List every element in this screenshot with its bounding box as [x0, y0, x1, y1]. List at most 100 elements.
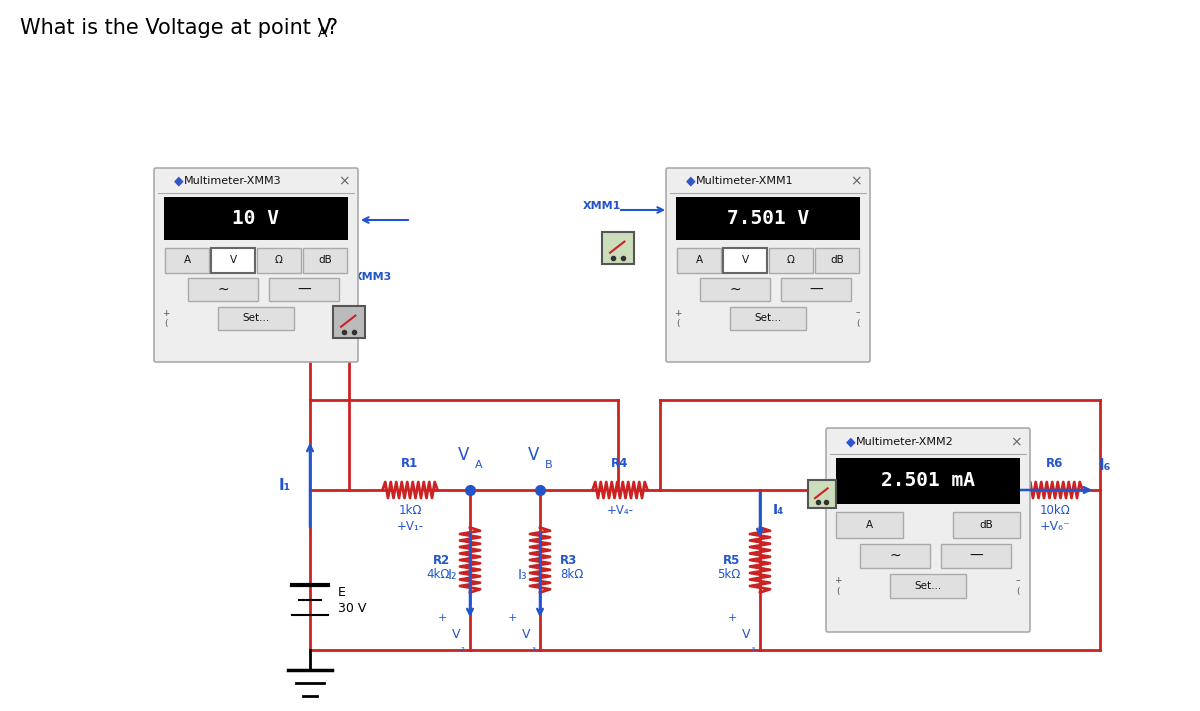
- Text: ?: ?: [326, 18, 337, 38]
- Text: Set...: Set...: [242, 314, 270, 324]
- FancyBboxPatch shape: [154, 168, 358, 362]
- Text: V: V: [742, 255, 749, 265]
- Text: XMM1: XMM1: [583, 201, 622, 211]
- FancyBboxPatch shape: [666, 168, 870, 362]
- Text: E: E: [338, 585, 346, 599]
- Text: —: —: [296, 283, 311, 296]
- Text: +
(: + (: [834, 577, 841, 596]
- Text: A: A: [184, 255, 191, 265]
- Bar: [808, 480, 836, 508]
- Text: +
(: + (: [674, 309, 682, 328]
- Text: 2.501 mA: 2.501 mA: [881, 471, 974, 491]
- Text: V: V: [528, 446, 540, 464]
- Text: ~: ~: [730, 283, 740, 296]
- Text: XMM3: XMM3: [354, 272, 392, 282]
- Bar: [188, 278, 258, 301]
- Text: 1kΩ: 1kΩ: [398, 504, 421, 517]
- Text: A: A: [475, 460, 482, 470]
- Bar: [953, 512, 1020, 538]
- Text: +: +: [508, 613, 517, 623]
- Bar: [218, 307, 294, 330]
- Text: ×: ×: [850, 174, 862, 188]
- Text: 10 V: 10 V: [233, 209, 280, 228]
- Text: A: A: [318, 26, 328, 40]
- Text: V: V: [229, 255, 236, 265]
- Text: ◆: ◆: [846, 436, 856, 449]
- Text: ₂: ₂: [461, 643, 464, 653]
- Text: I₁: I₁: [278, 478, 292, 493]
- Text: +V₄-: +V₄-: [606, 504, 634, 517]
- Text: B: B: [545, 460, 553, 470]
- Text: ◆: ◆: [686, 175, 696, 188]
- Text: What is the Voltage at point V: What is the Voltage at point V: [20, 18, 331, 38]
- Text: 5kΩ: 5kΩ: [716, 569, 740, 582]
- Bar: [781, 278, 851, 301]
- Bar: [860, 544, 930, 568]
- Text: +V₁-: +V₁-: [396, 520, 424, 533]
- Text: ₅: ₅: [751, 643, 755, 653]
- Text: dB: dB: [318, 255, 332, 265]
- Text: —: —: [968, 549, 983, 563]
- Bar: [302, 248, 347, 272]
- Bar: [815, 248, 859, 272]
- Text: 7.501 V: 7.501 V: [727, 209, 809, 228]
- Text: –
(: – (: [343, 309, 348, 328]
- Text: Ω: Ω: [275, 255, 283, 265]
- Text: Multimeter-XMM3: Multimeter-XMM3: [184, 176, 282, 186]
- Text: ×: ×: [338, 174, 350, 188]
- Bar: [890, 574, 966, 598]
- Text: ◆: ◆: [174, 175, 184, 188]
- Bar: [211, 248, 256, 272]
- Text: ~: ~: [217, 283, 229, 296]
- Text: Multimeter-XMM2: Multimeter-XMM2: [856, 437, 954, 447]
- Bar: [166, 248, 209, 272]
- Text: R2: R2: [433, 553, 450, 567]
- Text: —: —: [809, 283, 823, 296]
- Text: 30 V: 30 V: [338, 602, 366, 614]
- Text: ×: ×: [1010, 435, 1022, 449]
- Bar: [941, 544, 1010, 568]
- Text: –
(: – (: [856, 309, 860, 328]
- Text: +: +: [727, 613, 737, 623]
- Bar: [836, 512, 904, 538]
- Bar: [700, 278, 770, 301]
- Text: 8kΩ: 8kΩ: [560, 569, 583, 582]
- Text: I₃: I₃: [517, 568, 527, 582]
- Text: +: +: [437, 613, 446, 623]
- Text: dB: dB: [979, 520, 994, 530]
- Bar: [836, 458, 1020, 504]
- Text: R5: R5: [722, 553, 740, 567]
- Text: ₃: ₃: [530, 643, 535, 653]
- Bar: [730, 307, 806, 330]
- Bar: [269, 278, 338, 301]
- Text: dB: dB: [830, 255, 844, 265]
- Bar: [334, 306, 365, 338]
- Text: I₄: I₄: [773, 503, 784, 517]
- Bar: [677, 248, 721, 272]
- Text: Multimeter-XMM1: Multimeter-XMM1: [696, 176, 793, 186]
- Text: 10kΩ: 10kΩ: [1039, 504, 1070, 517]
- Text: V: V: [522, 629, 530, 641]
- Text: ~: ~: [889, 549, 901, 563]
- Bar: [164, 197, 348, 240]
- Text: +V₆⁻: +V₆⁻: [1039, 520, 1070, 533]
- Text: R4: R4: [611, 457, 629, 470]
- Text: V: V: [458, 446, 469, 464]
- Text: –
(: – (: [1015, 577, 1020, 596]
- Text: XMM2: XMM2: [827, 451, 865, 461]
- Text: A: A: [866, 520, 874, 530]
- Bar: [769, 248, 814, 272]
- Text: V: V: [451, 629, 461, 641]
- Text: I₂: I₂: [448, 568, 457, 582]
- Text: Ω: Ω: [787, 255, 794, 265]
- Text: R6: R6: [1046, 457, 1063, 470]
- Text: +
(: + (: [162, 309, 169, 328]
- Text: R1: R1: [401, 457, 419, 470]
- Bar: [257, 248, 301, 272]
- Bar: [722, 248, 767, 272]
- Bar: [676, 197, 860, 240]
- Text: I₆: I₆: [1099, 457, 1111, 473]
- Text: V: V: [742, 629, 750, 641]
- Text: R3: R3: [560, 553, 577, 567]
- Text: Set...: Set...: [914, 581, 942, 591]
